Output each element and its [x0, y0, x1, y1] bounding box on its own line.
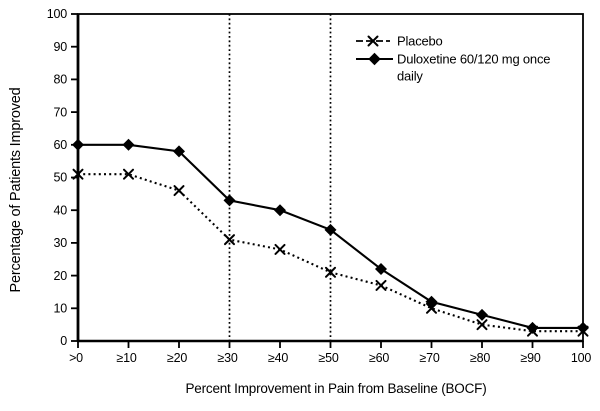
placebo-marker-icon — [173, 185, 185, 197]
duloxetine-marker-icon — [577, 321, 589, 334]
x-tick-label: ≥40 — [268, 351, 288, 365]
x-tick-label: ≥70 — [419, 351, 439, 365]
y-tick-label: 80 — [53, 73, 67, 87]
y-tick-label: 10 — [53, 302, 67, 316]
placebo-marker-icon — [367, 35, 379, 47]
y-tick-label: 100 — [47, 7, 68, 21]
placebo-marker-icon — [325, 266, 336, 278]
placebo-marker-icon — [274, 243, 286, 255]
duloxetine-marker-icon — [173, 145, 185, 158]
legend: Placebo Duloxetine 60/120 mg once daily — [356, 34, 550, 84]
x-tick-label: ≥50 — [318, 351, 338, 365]
duloxetine-marker-icon — [476, 308, 488, 321]
y-tick-label: 90 — [53, 40, 67, 54]
y-tick-label: 70 — [53, 105, 67, 119]
series-layer — [72, 138, 589, 337]
x-tick-label: ≥80 — [470, 351, 490, 365]
x-tick-label: >0 — [69, 351, 83, 365]
x-tick-label: ≥90 — [520, 351, 540, 365]
y-tick-label: 40 — [53, 203, 67, 217]
duloxetine-marker-icon — [223, 194, 236, 207]
x-tick-label: ≥60 — [369, 351, 389, 365]
y-axis-title: Percentage of Patients Improved — [8, 87, 24, 292]
ticks-layer: 0 10 20 30 40 50 60 70 80 90 100 >0 ≥10 ≥20 ≥30 ≥40 ≥50 ≥… — [47, 7, 592, 365]
x-axis-title: Percent Improvement in Pain from Baselin… — [185, 381, 486, 396]
x-tick-label: ≥10 — [116, 351, 136, 365]
placebo-marker-icon — [224, 234, 235, 246]
duloxetine-marker-icon — [425, 295, 438, 308]
duloxetine-marker-icon — [274, 204, 286, 217]
x-tick-label: 100 — [571, 351, 592, 365]
duloxetine-marker-icon — [375, 263, 387, 276]
placebo-marker-icon — [476, 319, 488, 331]
x-tick-label: ≥30 — [217, 351, 237, 365]
y-tick-label: 0 — [60, 334, 67, 348]
legend-label-duloxetine-line2: daily — [397, 69, 423, 84]
x-tick-label: ≥20 — [167, 351, 187, 365]
reference-lines-layer — [228, 14, 332, 341]
duloxetine-marker-icon — [122, 138, 135, 151]
legend-label-duloxetine-line1: Duloxetine 60/120 mg once — [397, 52, 550, 67]
placebo-marker-icon — [426, 302, 437, 314]
duloxetine-marker-icon — [324, 223, 337, 236]
y-tick-label: 60 — [53, 138, 67, 152]
legend-label-placebo: Placebo — [397, 34, 443, 49]
y-tick-label: 50 — [53, 171, 67, 185]
y-tick-label: 20 — [53, 269, 67, 283]
y-tick-label: 30 — [53, 236, 67, 250]
placebo-marker-icon — [375, 279, 387, 291]
placebo-marker-icon — [123, 168, 134, 180]
duloxetine-marker-icon — [368, 52, 381, 66]
duloxetine-marker-icon — [526, 321, 539, 334]
